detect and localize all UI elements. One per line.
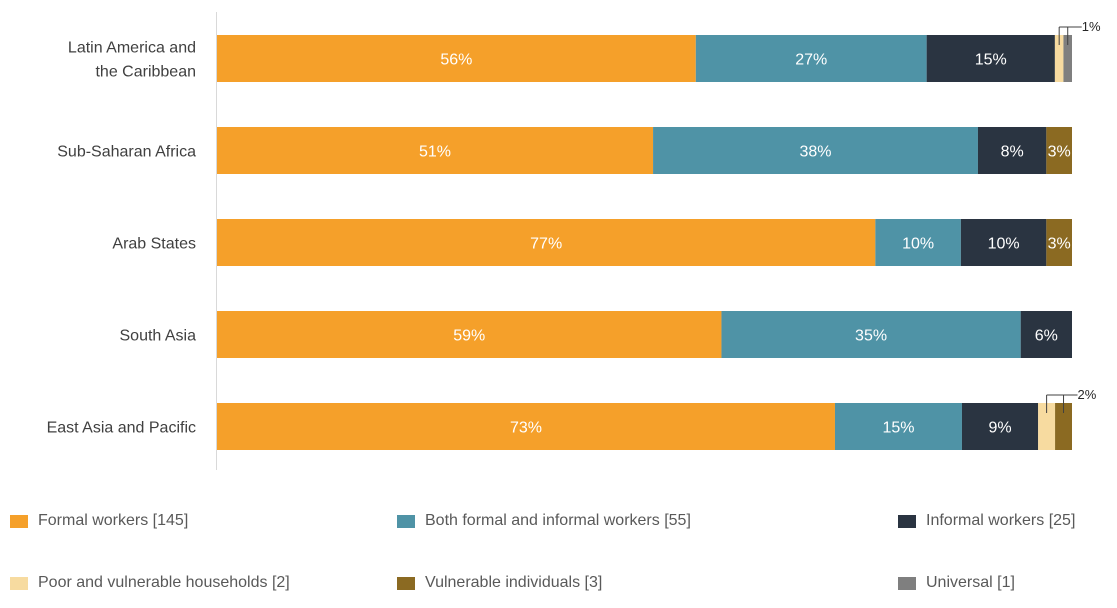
callout: 2% — [1046, 387, 1097, 413]
bar-segment — [217, 127, 654, 174]
bar-segment — [1046, 219, 1072, 266]
category-label: South Asia — [120, 328, 197, 345]
bar-segment — [217, 403, 835, 450]
data-label: 10% — [902, 236, 934, 253]
data-label: 59% — [453, 328, 485, 345]
bar-segment — [695, 35, 927, 82]
bar-segment — [217, 311, 722, 358]
category-label: Arab States — [112, 236, 196, 253]
bar-segment — [961, 403, 1039, 450]
callout-label: 2% — [1078, 387, 1097, 402]
bar-segment — [721, 311, 1021, 358]
bar-segment — [653, 127, 978, 174]
data-label: 51% — [419, 144, 451, 161]
category-label: Latin America and — [68, 40, 196, 57]
data-label: 35% — [855, 328, 887, 345]
category-label: East Asia and Pacific — [47, 420, 196, 437]
bar-segment — [834, 403, 962, 450]
bar-segment — [926, 35, 1055, 82]
data-label: 15% — [882, 420, 914, 437]
data-label: 10% — [988, 236, 1020, 253]
bar-segment — [1046, 127, 1072, 174]
bar-segment — [960, 219, 1047, 266]
bar-segment — [1054, 35, 1064, 82]
data-label: 8% — [1001, 144, 1024, 161]
data-label: 3% — [1048, 144, 1071, 161]
data-label: 56% — [440, 52, 472, 69]
data-label: 27% — [795, 52, 827, 69]
data-label: 6% — [1035, 328, 1058, 345]
bar-segment — [977, 127, 1047, 174]
category-label: Sub-Saharan Africa — [57, 144, 196, 161]
data-label: 38% — [799, 144, 831, 161]
bar-segment — [1020, 311, 1072, 358]
bar-segment — [1038, 403, 1056, 450]
data-label: 3% — [1048, 236, 1071, 253]
data-label: 73% — [510, 420, 542, 437]
callout-label: 1% — [1082, 19, 1101, 34]
bar-segment — [875, 219, 961, 266]
bar-segment — [1063, 35, 1072, 82]
data-label: 77% — [530, 236, 562, 253]
callout: 1% — [1058, 19, 1101, 45]
bar-segment — [1055, 403, 1072, 450]
data-label: 15% — [975, 52, 1007, 69]
bar-segment — [217, 35, 696, 82]
data-label: 9% — [988, 420, 1011, 437]
category-label: the Caribbean — [95, 64, 196, 81]
bar-segment — [217, 219, 876, 266]
